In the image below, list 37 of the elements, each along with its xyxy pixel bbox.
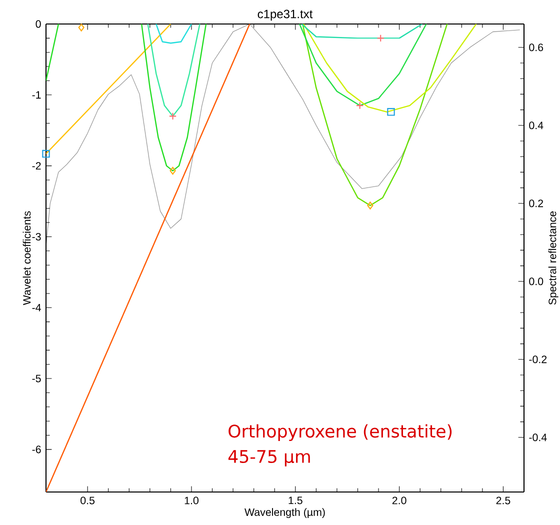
y2-axis-title: Spectral reflectance (548, 211, 558, 305)
y-tick-label: -5 (32, 374, 41, 382)
x-axis-title: Wavelength (µm) (244, 508, 325, 518)
line-series (141, 24, 207, 172)
y-axis-title: Wavelet coefficients (22, 211, 31, 306)
line-series (147, 24, 200, 117)
x-tick-label: 0.5 (80, 496, 95, 504)
line-series (303, 24, 477, 113)
y2-tick-label: 0.0 (529, 278, 544, 286)
y-tick-label: -1 (32, 91, 41, 99)
point (387, 108, 395, 116)
annotation: Orthopyroxene (enstatite) (228, 424, 452, 442)
y2-tick-label: -0.4 (529, 434, 547, 442)
y2-tick-label: 0.6 (529, 44, 544, 52)
point (170, 166, 176, 175)
y-tick-label: -4 (32, 304, 41, 312)
x-tick-label: 1.0 (184, 496, 198, 504)
y-tick-label: -2 (32, 162, 41, 170)
line-series (302, 24, 448, 206)
annotation: 45-75 µm (228, 450, 310, 466)
y2-tick-label: -0.2 (529, 356, 547, 364)
point (168, 112, 177, 120)
x-tick-label: 2.0 (392, 496, 406, 504)
x-tick-label: 2.5 (496, 496, 510, 504)
point (367, 202, 374, 210)
chart-title: c1pe31.txt (258, 10, 313, 21)
y-tick-label: 0 (36, 20, 41, 28)
x-tick-label: 1.5 (288, 496, 302, 504)
point (78, 24, 84, 32)
y2-tick-label: 0.2 (529, 200, 544, 208)
point (376, 34, 384, 42)
y-tick-label: -6 (32, 446, 41, 454)
point (356, 102, 364, 110)
line-series (298, 24, 427, 106)
y-tick-label: -3 (32, 232, 41, 241)
y2-tick-label: 0.4 (529, 122, 544, 130)
point (42, 150, 50, 158)
